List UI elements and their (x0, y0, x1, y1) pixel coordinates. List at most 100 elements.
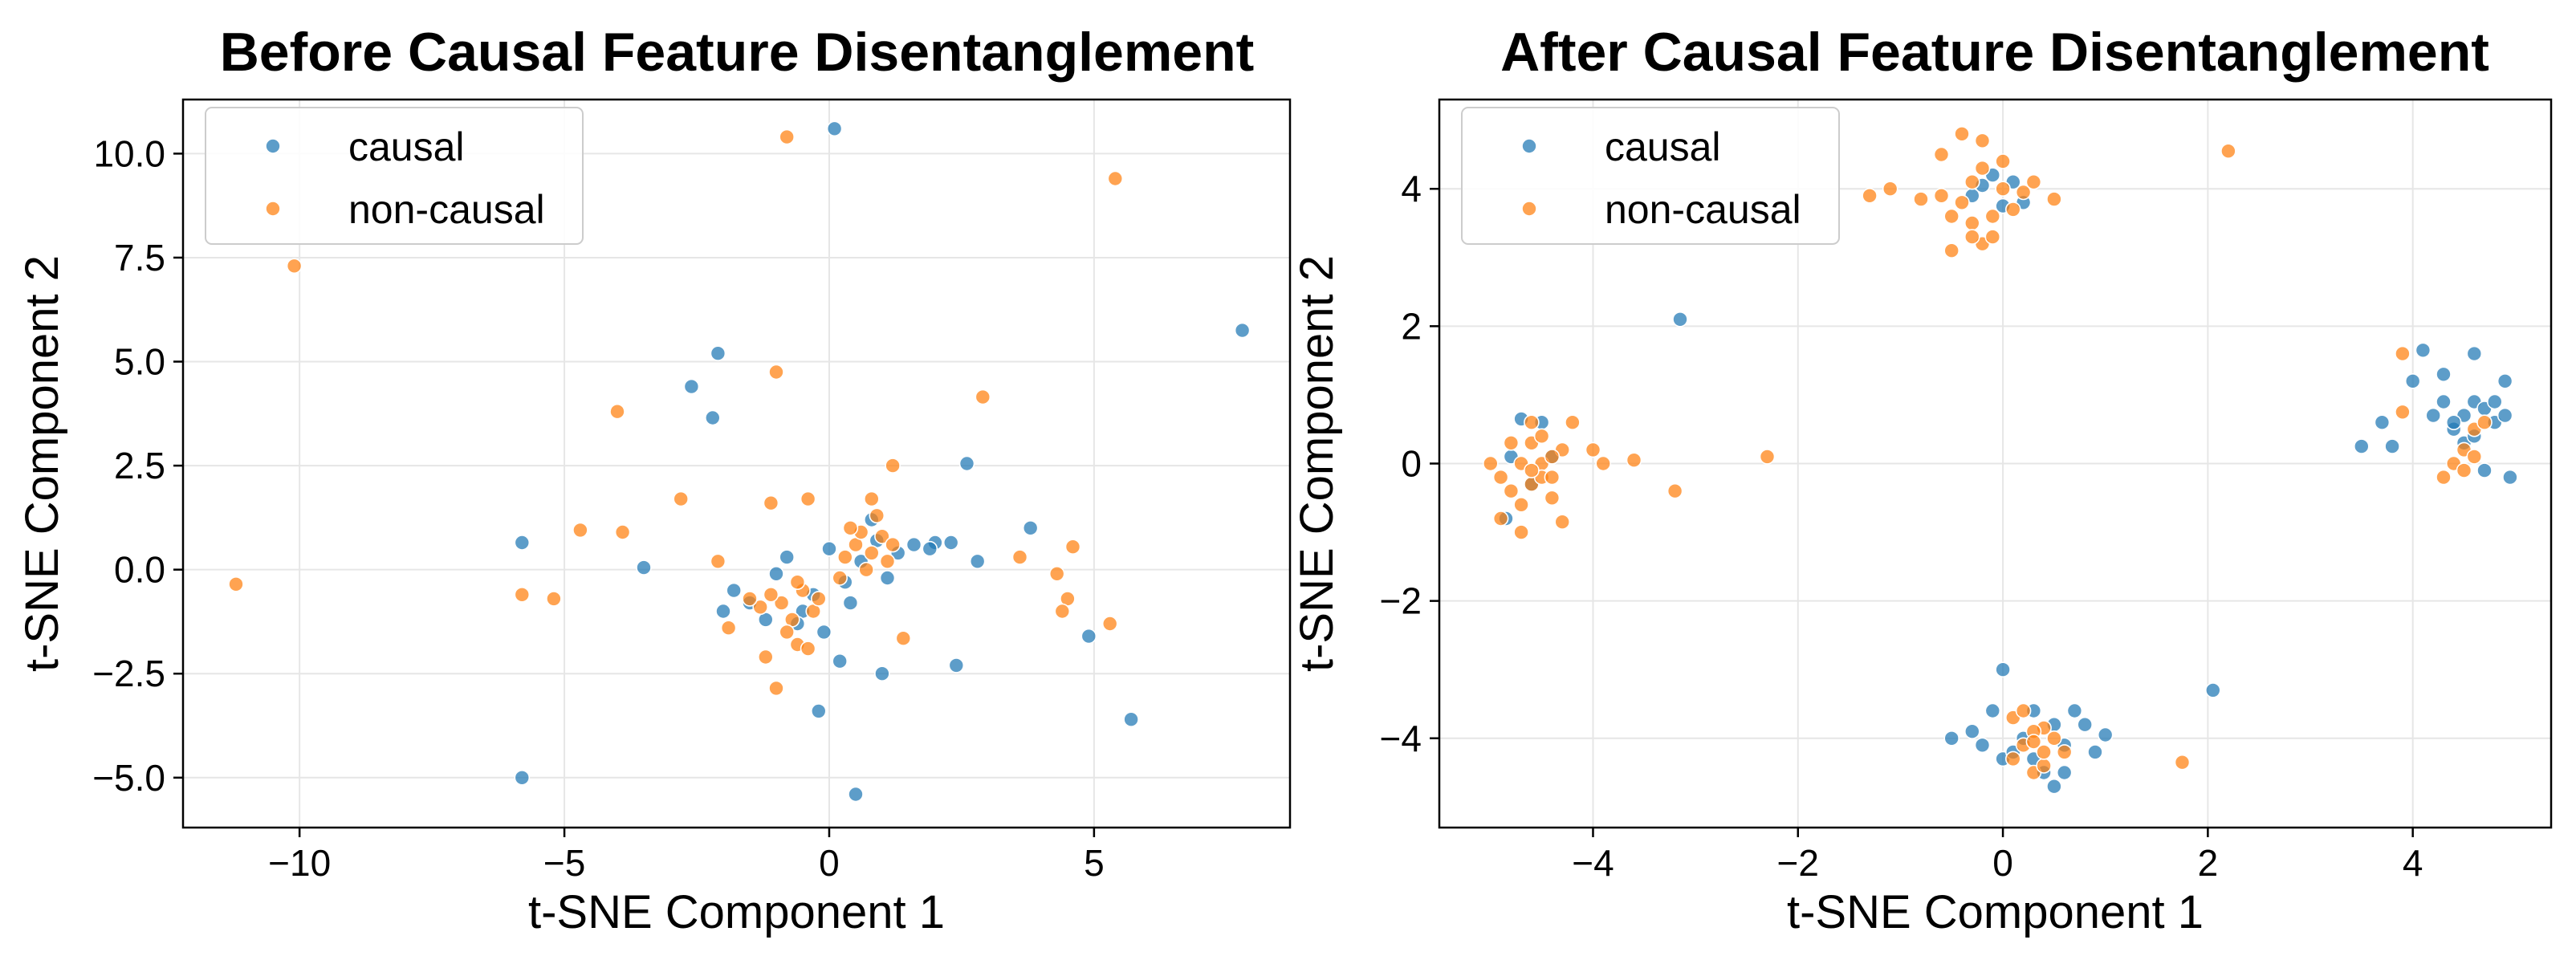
data-point-non-causal (1524, 414, 1540, 431)
x-tick-label: 0 (819, 842, 840, 884)
data-point-non-causal (1492, 469, 1509, 486)
y-axis-label: t-SNE Component 2 (1291, 255, 1343, 672)
data-point-non-causal (2395, 345, 2411, 362)
data-point-causal (514, 535, 531, 551)
series-non-causal (228, 128, 1124, 697)
data-point-causal (2066, 702, 2083, 719)
legend: causal non-causal (205, 107, 584, 245)
data-point-non-causal (1554, 514, 1570, 531)
data-point-causal (1943, 730, 1959, 746)
data-point-non-causal (1882, 181, 1898, 197)
data-point-non-causal (2036, 744, 2052, 760)
x-axis-label: t-SNE Component 1 (1787, 886, 2204, 938)
data-point-causal (636, 559, 652, 576)
data-point-non-causal (2466, 449, 2483, 465)
data-point-non-causal (789, 574, 806, 591)
legend-label-non-causal: non-causal (348, 187, 545, 232)
data-point-causal (2097, 726, 2114, 743)
data-point-causal (2445, 414, 2462, 431)
data-point-non-causal (800, 641, 816, 657)
data-point-causal (2497, 372, 2513, 389)
data-point-non-causal (1862, 188, 1878, 204)
data-point-causal (715, 603, 731, 620)
data-point-causal (948, 657, 965, 673)
data-point-non-causal (609, 403, 625, 420)
data-point-non-causal (779, 624, 796, 641)
data-point-non-causal (832, 570, 848, 586)
data-point-non-causal (1483, 455, 1499, 472)
data-point-causal (2436, 393, 2452, 410)
legend-marker-causal (1521, 138, 1537, 154)
data-point-non-causal (1585, 441, 1601, 458)
data-point-causal (848, 786, 864, 803)
data-point-non-causal (752, 599, 769, 616)
x-tick-label: 5 (1084, 842, 1105, 884)
data-point-non-causal (2476, 414, 2493, 431)
data-point-non-causal (1064, 539, 1081, 555)
data-point-non-causal (1954, 194, 1970, 211)
data-point-non-causal (1513, 524, 1529, 540)
data-point-non-causal (1544, 469, 1561, 486)
data-point-causal (905, 536, 922, 553)
legend-label-non-causal: non-causal (1605, 187, 1801, 232)
data-point-non-causal (1544, 490, 1561, 506)
data-point-non-causal (879, 553, 896, 570)
data-point-causal (704, 409, 721, 426)
data-point-non-causal (1964, 229, 1980, 245)
data-point-non-causal (779, 128, 796, 145)
data-point-causal (726, 582, 743, 599)
data-point-non-causal (975, 389, 991, 405)
data-point-non-causal (1513, 496, 1529, 513)
data-point-non-causal (1544, 449, 1561, 465)
legend-box (205, 107, 584, 245)
data-point-non-causal (742, 591, 758, 607)
legend-marker-causal (265, 138, 281, 154)
data-point-non-causal (1533, 428, 1550, 445)
data-point-causal (1964, 723, 1980, 740)
y-tick-label: 5.0 (114, 341, 165, 383)
data-point-causal (1123, 711, 1139, 728)
y-tick-label: 7.5 (114, 237, 165, 279)
data-point-non-causal (1995, 181, 2011, 197)
data-point-non-causal (2456, 462, 2472, 478)
y-axis-label: t-SNE Component 2 (16, 255, 68, 672)
data-point-causal (2476, 462, 2493, 478)
data-point-non-causal (2046, 191, 2062, 207)
data-point-non-causal (1595, 455, 1611, 472)
legend-marker-non-causal (1521, 201, 1537, 217)
data-point-causal (710, 345, 726, 362)
data-point-non-causal (514, 586, 531, 603)
data-point-causal (2415, 342, 2432, 359)
data-point-non-causal (858, 561, 874, 578)
data-point-causal (922, 540, 938, 557)
data-point-causal (2466, 345, 2483, 362)
data-point-non-causal (1984, 208, 2001, 225)
subplot-1: −10 −5 0 5 −5.0 −2.5 0.0 2.5 5.0 7.5 10.0 Before Ca… (16, 22, 1292, 938)
data-point-causal (1984, 702, 2001, 719)
data-point-non-causal (1954, 126, 1970, 142)
data-point-non-causal (1011, 549, 1028, 565)
data-point-non-causal (2056, 744, 2073, 760)
data-point-non-causal (1995, 153, 2011, 169)
data-point-non-causal (1666, 482, 1683, 499)
x-tick-label: −5 (543, 842, 585, 884)
chart-title: Before Causal Feature Disentanglement (220, 22, 1255, 83)
data-point-non-causal (2005, 751, 2021, 767)
data-point-causal (1672, 311, 1688, 327)
data-point-non-causal (1503, 434, 1520, 451)
data-point-non-causal (895, 630, 912, 647)
legend-box (1461, 107, 1840, 245)
data-point-causal (514, 769, 531, 786)
data-point-causal (779, 549, 796, 565)
data-point-causal (832, 653, 848, 669)
data-point-causal (821, 540, 837, 557)
data-point-causal (2354, 438, 2370, 454)
data-point-causal (874, 665, 890, 682)
data-point-causal (816, 624, 832, 641)
data-point-non-causal (800, 490, 816, 507)
data-point-non-causal (763, 586, 779, 603)
data-point-non-causal (885, 458, 901, 474)
data-point-non-causal (1964, 173, 1980, 190)
data-point-non-causal (885, 536, 901, 553)
data-point-causal (2425, 407, 2441, 424)
